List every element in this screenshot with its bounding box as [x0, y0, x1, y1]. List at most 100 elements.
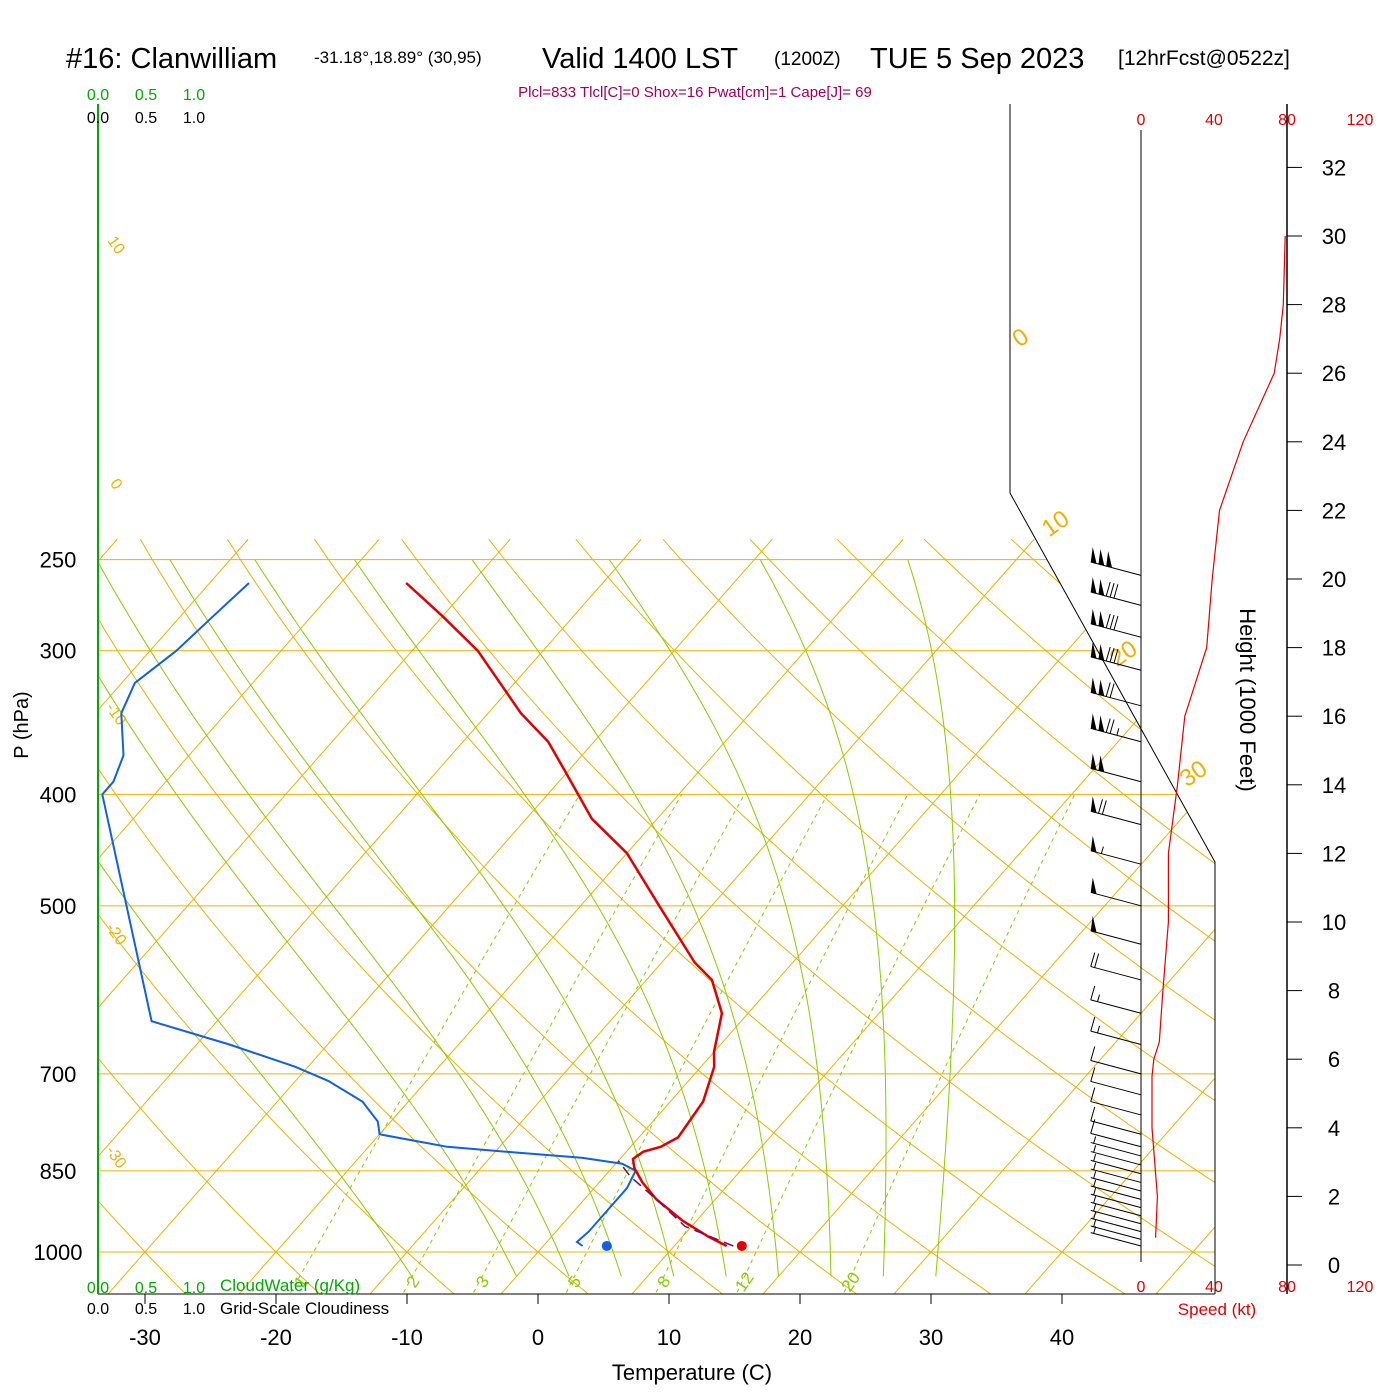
wind-barb — [1090, 796, 1142, 826]
isotherm-10 — [626, 538, 1215, 1294]
isotherm--70 — [98, 538, 249, 1294]
isotherm-30 — [888, 538, 1215, 1294]
mixing-ratio-12 — [733, 794, 981, 1294]
isotherm-40 — [1019, 538, 1215, 1294]
dry-adiabat-30 — [226, 538, 1000, 1294]
dry-adiabat--20 — [98, 539, 327, 1294]
wind-barb — [1090, 1046, 1142, 1075]
wind-barbs — [1090, 546, 1142, 1247]
cloudiness-tick-bottom: 0.5 — [135, 1301, 157, 1318]
temperature-tick-label: 10 — [657, 1325, 681, 1350]
height-tick-label: 6 — [1328, 1047, 1340, 1072]
forecast-info: [12hrFcst@0522z] — [1118, 47, 1290, 70]
moist-adiabat-0 — [98, 559, 518, 1277]
dry-adiabat-40 — [314, 538, 1134, 1294]
valid-time: Valid 1400 LST — [542, 43, 738, 75]
height-tick-label: 12 — [1322, 841, 1346, 866]
speed-tick-top: 120 — [1347, 112, 1374, 129]
dry-adiabat-80 — [662, 538, 1215, 1294]
wind-barb — [1090, 1187, 1142, 1209]
wind-barb — [1090, 546, 1142, 576]
wind-barb — [1090, 713, 1142, 743]
wind-barb — [1090, 641, 1142, 671]
height-tick-label: 28 — [1322, 293, 1346, 318]
moist-adiabat-8 — [169, 559, 622, 1277]
cloudiness-tick-top: 0.0 — [87, 110, 109, 127]
temperature-tick-label: -30 — [129, 1325, 161, 1350]
isotherm--20 — [233, 538, 904, 1294]
wind-barb — [1090, 677, 1142, 707]
wind-barb — [1090, 1162, 1142, 1183]
speed-tick-top: 0 — [1137, 112, 1146, 129]
dry-adiabat-label: 10 — [104, 233, 128, 257]
height-tick-label: 0 — [1328, 1253, 1340, 1278]
wind-barb — [1090, 952, 1142, 981]
wind-barb — [1090, 1145, 1142, 1166]
speed-tick-bottom: 0 — [1137, 1279, 1146, 1296]
dewpoint-profile — [101, 582, 637, 1247]
wind-barb — [1090, 1211, 1142, 1233]
height-tick-label: 10 — [1322, 910, 1346, 935]
speed-tick-bottom: 40 — [1205, 1279, 1223, 1296]
isotherm-0 — [495, 538, 1166, 1294]
station-title: #16: Clanwilliam — [66, 43, 277, 75]
cloudiness-label: Grid-Scale Cloudiness — [220, 1299, 389, 1318]
cloudwater-tick-top: 0.5 — [135, 87, 157, 104]
moist-adiabat-28 — [759, 559, 887, 1277]
cloudwater-tick-bottom: 1.0 — [183, 1280, 205, 1297]
temperature-tick-label: 40 — [1050, 1325, 1074, 1350]
mixing-ratio-20 — [840, 794, 1076, 1294]
zulu-time: (1200Z) — [774, 49, 841, 70]
moist-adiabat-16 — [353, 559, 727, 1277]
wind-barb — [1090, 1219, 1142, 1240]
dry-adiabat--10 — [98, 539, 461, 1294]
cloudiness-tick-top: 1.0 — [183, 110, 205, 127]
temperature-tick-label: 20 — [788, 1325, 812, 1350]
moist-adiabat--8 — [98, 559, 413, 1277]
cloud-axes: 0.0 0.0 0.0 0.0 0.5 0.5 0.5 0.5 1.0 1.0 1.0 1.0 — [87, 87, 205, 1318]
dry-adiabat-label-right: 0 — [1007, 323, 1033, 353]
wind-barb — [1090, 1136, 1142, 1157]
moist-adiabat-lines — [98, 559, 956, 1277]
valid-date: TUE 5 Sep 2023 — [870, 43, 1084, 75]
cloudwater-tick-top: 0.0 — [87, 87, 109, 104]
pressure-tick-label: 250 — [40, 548, 77, 573]
cloudwater-tick-bottom: 0.5 — [135, 1280, 157, 1297]
temperature-profile — [405, 582, 728, 1248]
wind-barb — [1090, 1154, 1142, 1175]
cloudiness-tick-bottom: 1.0 — [183, 1301, 205, 1318]
mixing-ratio-5 — [562, 794, 828, 1294]
pressure-tick-label: 500 — [40, 894, 77, 919]
height-tick-label: 4 — [1328, 1116, 1340, 1141]
wind-barb — [1090, 915, 1142, 945]
temperature-tick-label: -20 — [260, 1325, 292, 1350]
cloudwater-tick-bottom: 0.0 — [87, 1280, 109, 1297]
height-tick-label: 2 — [1328, 1184, 1340, 1209]
dry-adiabat-50 — [401, 538, 1215, 1294]
pressure-tick-label: 1000 — [34, 1240, 83, 1265]
wind-barb — [1090, 1087, 1142, 1116]
pressure-tick-label: 300 — [40, 639, 77, 664]
isotherm-20 — [757, 538, 1215, 1294]
cloudiness-tick-top: 0.5 — [135, 110, 157, 127]
dry-adiabat-90 — [749, 538, 1215, 1294]
pressure-axis: 250 300 400 500 700 850 1000 — [34, 548, 83, 1265]
height-tick-label: 16 — [1322, 704, 1346, 729]
dry-adiabat-70 — [575, 538, 1215, 1294]
pressure-tick-label: 700 — [40, 1062, 77, 1087]
wind-speed-profile — [1151, 235, 1286, 1238]
dry-adiabat-label-right: 20 — [1105, 635, 1142, 672]
height-tick-label: 20 — [1322, 567, 1346, 592]
isotherm--10 — [364, 538, 1035, 1294]
station-coords: -31.18°,18.89° (30,95) — [314, 48, 482, 67]
height-tick-label: 30 — [1322, 224, 1346, 249]
plot-frame — [98, 104, 1216, 1295]
wind-barb — [1090, 985, 1142, 1014]
isotherm--60 — [98, 538, 380, 1294]
mixing-ratio-label: 12 — [731, 1269, 757, 1295]
isotherm-50 — [1150, 538, 1215, 1294]
moist-adiabat-4 — [98, 559, 570, 1277]
cloudwater-label: CloudWater (g/Kg) — [220, 1276, 360, 1295]
